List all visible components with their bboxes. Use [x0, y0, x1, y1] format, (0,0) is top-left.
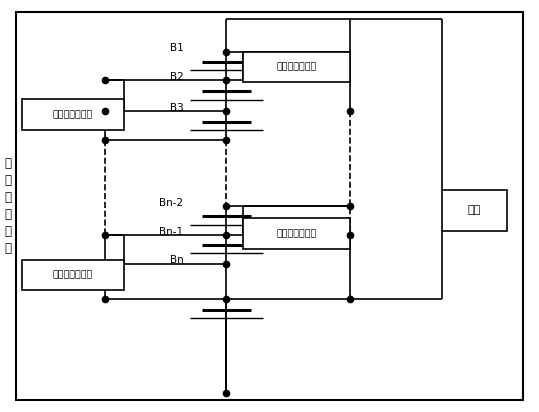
- Text: 电池均衡子模块: 电池均衡子模块: [277, 229, 316, 238]
- Bar: [243, 218, 350, 249]
- Text: 外
部
电
源
输
入: 外 部 电 源 输 入: [4, 157, 11, 255]
- Text: 电池均衡子模块: 电池均衡子模块: [53, 271, 93, 279]
- Text: B3: B3: [169, 103, 183, 113]
- Bar: [243, 52, 350, 82]
- Bar: [22, 99, 124, 130]
- Text: 电池均衡子模块: 电池均衡子模块: [277, 63, 316, 71]
- Text: Bn-2: Bn-2: [159, 198, 183, 208]
- Text: B2: B2: [169, 72, 183, 82]
- Text: Bn: Bn: [169, 255, 183, 265]
- Text: B1: B1: [169, 43, 183, 53]
- Text: Bn-1: Bn-1: [159, 227, 183, 236]
- Bar: [22, 260, 124, 290]
- Text: 负载: 负载: [468, 205, 481, 215]
- Bar: [442, 190, 507, 231]
- Text: 电池均衡子模块: 电池均衡子模块: [53, 110, 93, 119]
